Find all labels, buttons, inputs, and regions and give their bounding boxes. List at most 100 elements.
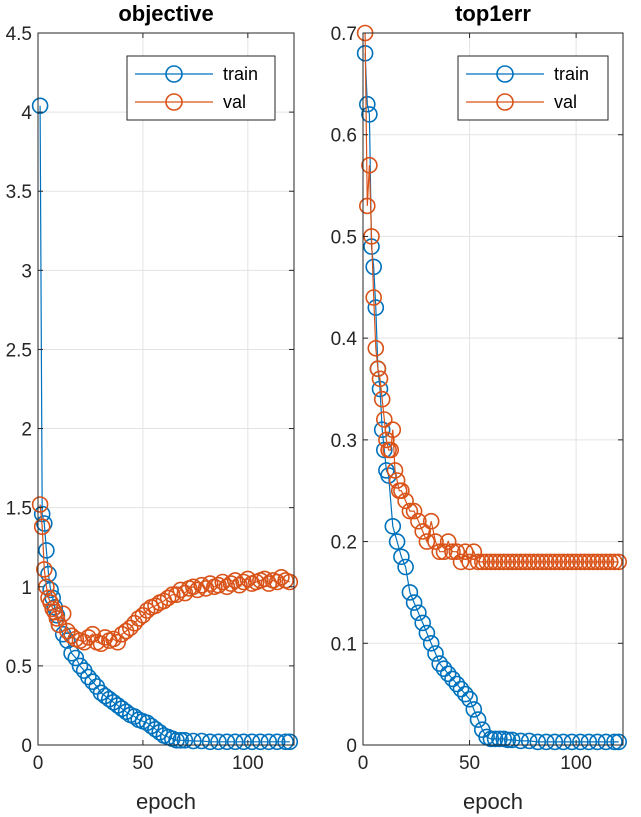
data-point-train <box>414 614 432 632</box>
data-point-train <box>610 733 628 751</box>
data-point-val <box>529 553 547 571</box>
data-point-train <box>384 517 402 535</box>
data-point-train <box>168 731 185 749</box>
data-point-train <box>373 421 391 439</box>
y-tick-label: 1.5 <box>6 499 32 520</box>
data-point-val <box>201 575 219 592</box>
y-tick-label: 3 <box>21 261 32 282</box>
data-point-val <box>235 573 252 591</box>
y-tick-label: 0.5 <box>331 227 357 248</box>
data-point-train <box>580 733 598 751</box>
data-point-val <box>576 553 593 571</box>
data-point-train <box>361 106 378 123</box>
data-point-train <box>42 581 59 599</box>
data-point-val <box>369 360 387 378</box>
data-point-val <box>542 553 559 571</box>
data-point-val <box>465 543 483 561</box>
data-point-val <box>393 482 410 500</box>
data-point-val <box>185 578 202 596</box>
data-point-val <box>418 533 436 550</box>
data-point-train <box>482 730 500 748</box>
data-point-train <box>35 515 53 532</box>
data-point-val <box>401 502 419 520</box>
data-point-val <box>516 553 534 571</box>
data-point-train <box>461 690 478 708</box>
data-point-val <box>138 602 156 619</box>
data-point-train <box>218 733 236 751</box>
y-tick-label: 4.5 <box>6 24 32 45</box>
data-point-val <box>382 441 400 459</box>
data-point-val <box>375 411 393 428</box>
data-point-train <box>109 697 126 714</box>
data-point-train <box>277 733 294 751</box>
y-tick-label: 0.4 <box>331 329 358 350</box>
data-point-train <box>138 714 156 732</box>
data-point-train <box>40 565 57 583</box>
data-point-train <box>410 604 427 622</box>
legend-label-val: val <box>554 92 577 112</box>
legend: train val <box>126 55 276 121</box>
data-point-val <box>281 573 299 591</box>
data-point-train <box>439 665 457 683</box>
data-point-val <box>427 533 444 550</box>
x-tick-label: 0 <box>33 753 44 774</box>
y-tick-label: 0 <box>346 736 357 757</box>
data-point-train <box>397 558 414 576</box>
data-point-val <box>448 543 466 561</box>
data-point-val <box>210 576 227 594</box>
data-point-val <box>444 543 461 561</box>
data-point-val <box>44 600 62 618</box>
data-point-val <box>431 543 449 561</box>
data-point-train <box>96 687 114 705</box>
legend-marker-val <box>496 93 514 111</box>
y-tick-label: 1 <box>21 578 32 599</box>
data-point-val <box>584 553 602 571</box>
data-point-train <box>465 701 483 718</box>
data-point-train <box>444 670 461 688</box>
data-point-val <box>358 197 376 215</box>
data-point-val <box>367 339 385 357</box>
data-point-train <box>405 594 423 611</box>
axes-box <box>362 32 624 746</box>
data-point-train <box>105 693 122 711</box>
data-point-train <box>101 690 118 708</box>
data-point-val <box>456 543 474 561</box>
y-tick-label: 0.1 <box>331 634 357 655</box>
data-point-train <box>486 730 504 748</box>
legend-label-val: val <box>223 92 246 112</box>
data-point-val <box>231 576 248 594</box>
data-point-val <box>478 553 495 571</box>
data-point-train <box>431 655 449 672</box>
data-point-val <box>439 533 457 550</box>
data-point-train <box>210 733 227 751</box>
objective-panel: 0 50 100 0 0.5 1 1.5 2 2.5 3 3.5 4 4.5 objective epoch… <box>6 1 299 814</box>
data-point-val <box>435 543 453 561</box>
data-point-val <box>410 512 427 530</box>
data-point-train <box>367 299 385 316</box>
data-point-val <box>601 553 619 571</box>
data-point-val <box>550 553 568 571</box>
data-point-train <box>46 598 64 616</box>
data-point-val <box>361 156 378 174</box>
x-tick-label: 50 <box>132 753 153 774</box>
data-point-val <box>461 553 478 571</box>
data-point-val <box>546 553 564 571</box>
data-point-train <box>243 733 261 751</box>
data-point-train <box>260 733 278 751</box>
data-point-val <box>533 553 551 571</box>
data-point-train <box>401 584 419 601</box>
data-point-train <box>147 720 164 738</box>
data-point-val <box>520 553 538 571</box>
data-point-train <box>281 733 299 751</box>
data-point-val <box>422 512 440 530</box>
data-point-train <box>172 731 189 749</box>
data-point-val <box>593 553 611 571</box>
data-point-val <box>256 570 273 588</box>
y-tick-label: 0 <box>21 736 32 757</box>
data-point-val <box>50 616 68 634</box>
chart-title: objective <box>118 1 213 26</box>
data-point-train <box>268 733 286 751</box>
data-point-train <box>503 731 521 749</box>
data-point-val <box>164 586 181 604</box>
data-point-val <box>512 553 530 571</box>
